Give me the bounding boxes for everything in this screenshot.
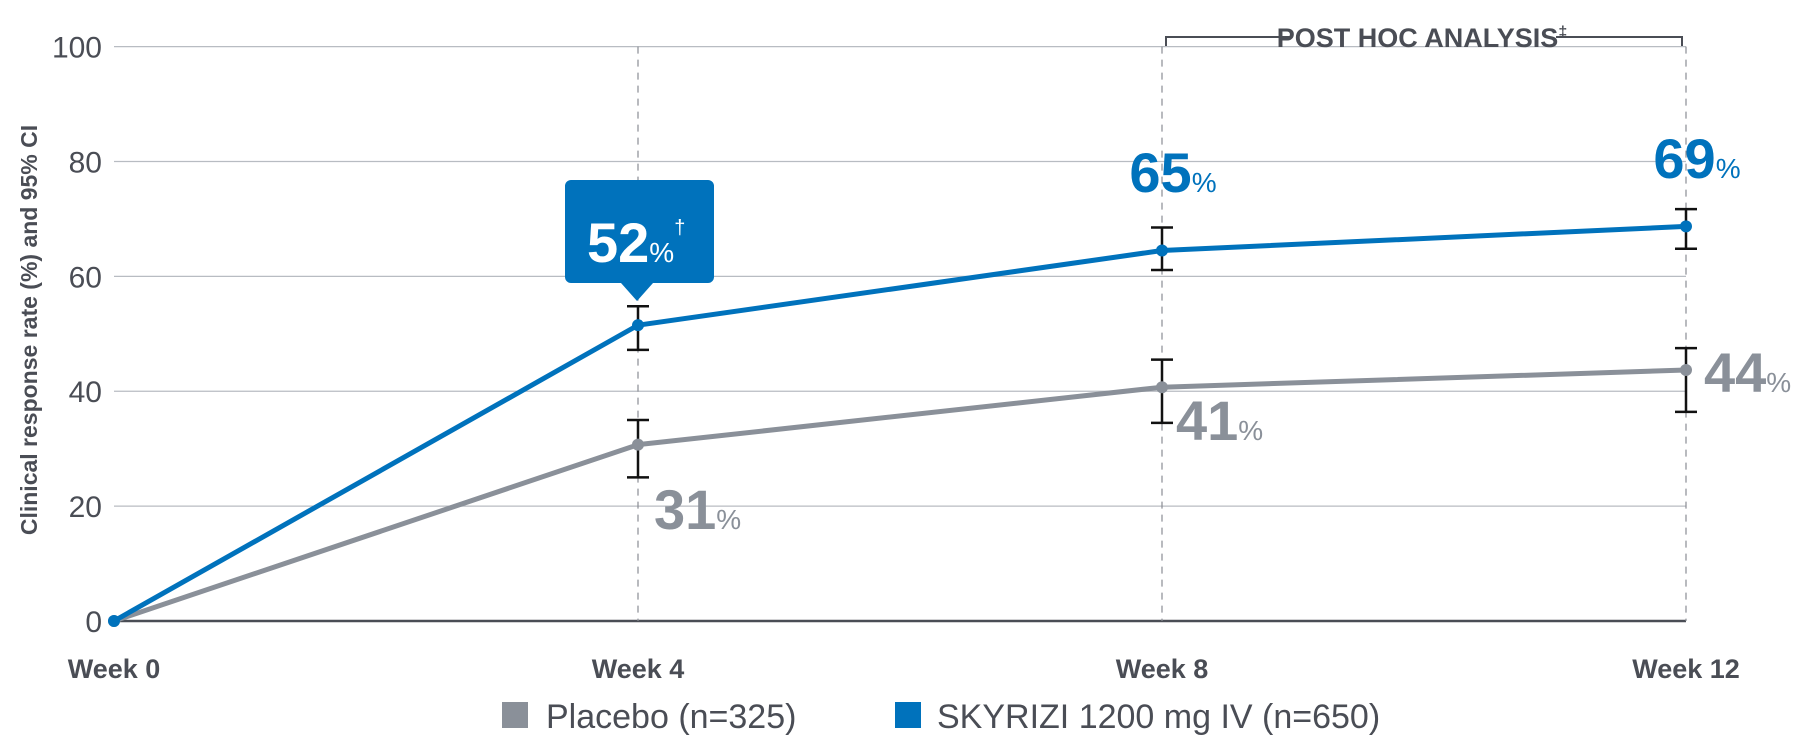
line-placebo <box>113 367 1687 624</box>
y-axis-ticks: 0 20 40 60 80 100 <box>52 32 102 639</box>
legend-swatch-placebo <box>502 702 528 728</box>
data-label-placebo: 31% <box>654 478 741 541</box>
callout-skyrizi-week4: 52%† <box>565 180 714 301</box>
y-tick-label-40: 40 <box>69 376 102 409</box>
point-skyrizi <box>1156 244 1168 257</box>
point-skyrizi <box>632 319 644 332</box>
data-label-percent: % <box>1192 167 1217 198</box>
callout-label: 52%† <box>587 211 685 274</box>
y-tick-label-60: 60 <box>69 261 102 294</box>
y-tick-label-20: 20 <box>69 491 102 524</box>
data-label-value: 41 <box>1176 389 1238 452</box>
data-label-skyrizi: 65% <box>1129 141 1216 204</box>
data-label-placebo: 41% <box>1176 389 1263 452</box>
point-skyrizi <box>1680 220 1692 233</box>
x-axis-ticks: Week 0 Week 4 Week 8 Week 12 <box>68 654 1740 684</box>
data-label-value: 44 <box>1704 341 1766 404</box>
point-placebo <box>1680 363 1692 376</box>
post-hoc-label: POST HOC ANALYSIS‡ <box>1277 23 1567 53</box>
data-label-value: 31 <box>654 478 716 541</box>
x-tick-label: Week 8 <box>1116 654 1209 684</box>
callout-footnote-mark: † <box>674 217 685 239</box>
gridlines <box>114 45 1687 623</box>
error-bar-placebo <box>1675 346 1697 414</box>
series-lines <box>108 207 1697 627</box>
data-label-value: 69 <box>1653 127 1715 190</box>
callout-percent: % <box>649 237 674 268</box>
x-tick-label: Week 0 <box>68 654 161 684</box>
x-tick-label: Week 4 <box>592 654 685 684</box>
point-placebo <box>632 438 644 451</box>
legend-swatch-skyrizi <box>895 702 921 728</box>
data-label-placebo: 44% <box>1704 341 1791 404</box>
legend-label-skyrizi: SKYRIZI 1200 mg IV (n=650) <box>937 698 1380 736</box>
data-label-percent: % <box>1238 415 1263 446</box>
line-skyrizi <box>112 223 1687 624</box>
data-label-percent: % <box>1716 153 1741 184</box>
data-label-value: 65 <box>1129 141 1191 204</box>
data-labels: 52%†31%41%44%65% 69% <box>565 127 1791 541</box>
y-tick-label-100: 100 <box>52 32 102 65</box>
point-placebo <box>1156 381 1168 394</box>
post-hoc-bracket: POST HOC ANALYSIS‡ <box>1165 23 1683 53</box>
callout-box <box>565 180 714 301</box>
callout-value: 52 <box>587 211 649 274</box>
error-bar-path <box>1675 346 1697 414</box>
data-label-percent: % <box>1766 367 1791 398</box>
data-label-percent: % <box>716 504 741 535</box>
data-label-skyrizi: 69% <box>1653 127 1740 190</box>
x-tick-label: Week 12 <box>1632 654 1740 684</box>
legend: Placebo (n=325) SKYRIZI 1200 mg IV (n=65… <box>502 698 1380 736</box>
y-tick-label-0: 0 <box>85 606 102 639</box>
legend-label-placebo: Placebo (n=325) <box>546 698 796 736</box>
y-tick-label-80: 80 <box>69 146 102 179</box>
y-axis-title: Clinical response rate (%) and 95% CI <box>16 125 42 535</box>
point-skyrizi <box>108 615 120 627</box>
